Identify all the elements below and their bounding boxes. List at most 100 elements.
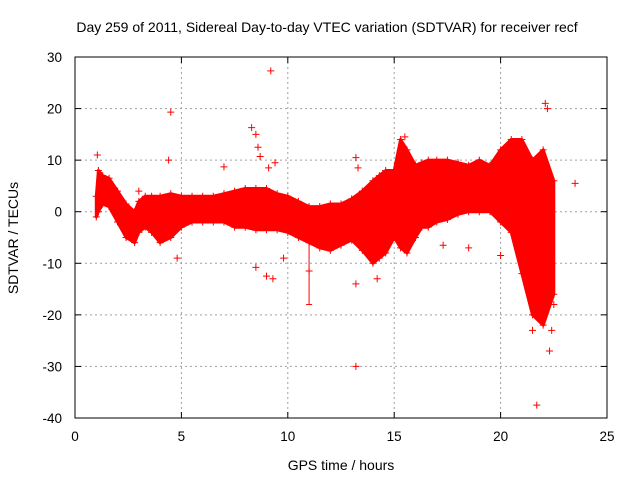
band-edge-marker [135,228,143,236]
outlier-point [548,326,556,334]
band-edge-marker [94,166,102,174]
band-edge-marker [375,172,383,180]
band-edge-marker [284,192,292,200]
outlier-point [352,362,360,370]
outlier-point [263,272,271,280]
band-edge-marker [156,192,164,200]
x-axis-label: GPS time / hours [288,457,395,473]
band-edge-marker [131,239,139,247]
chart-title: Day 259 of 2011, Sidereal Day-to-day VTE… [76,19,577,35]
band-edge-marker [177,192,185,200]
band-edge-marker [263,226,271,234]
outlier-point [173,254,181,262]
band-edge-marker [418,159,426,167]
band-edge-marker [148,192,156,200]
band-edge-marker [369,177,377,185]
band-edge-marker [518,136,526,144]
x-tick-label: 5 [178,429,186,444]
band-edge-marker [539,321,547,329]
band-edge-marker [539,146,547,154]
axis-ticks: 0 5 10 15 20 25 -40 -30 -20 -10 0 10 20 30 [42,50,614,444]
band-edge-marker [358,187,366,195]
band-edge-marker [231,187,239,195]
outlier-point [354,164,362,172]
band-edge-marker [135,197,143,205]
band-edge-marker [348,236,356,244]
band-edge-marker [99,172,107,180]
band-edge-marker [94,208,102,216]
band-edge-marker [231,223,239,231]
band-edge-marker [305,203,313,211]
outlier-point [571,179,579,187]
band-edge-marker [497,218,505,226]
band-edge-marker [177,223,185,231]
band-edge-marker [507,136,515,144]
band-edge-marker [411,161,419,169]
band-edge-marker [475,208,483,216]
band-edge-marker [403,146,411,154]
y-tick-label: -40 [42,411,62,426]
band-edge-marker [424,156,432,164]
band-edge-marker [209,192,217,200]
outlier-point [254,143,262,151]
band-edge-marker [454,210,462,218]
band-edge-marker [148,228,156,236]
outlier-point [269,275,277,283]
band-edge-marker [188,218,196,226]
x-tick-label: 25 [599,429,614,444]
band-edge-marker [209,218,217,226]
band-edge-marker [465,161,473,169]
band-edge-marker [294,234,302,241]
band-edge-marker [316,244,324,252]
band-edge-marker [507,228,515,236]
data-band-envelope [94,138,556,327]
outlier-point [252,130,260,138]
outlier-point [167,108,175,116]
band-edge-marker [252,226,260,234]
outlier-point [220,163,228,171]
band-edge-marker [475,156,483,164]
band-edge-marker [273,226,281,234]
outlier-point [546,347,554,355]
outlier-point [267,67,275,75]
outlier-point [529,326,537,334]
band-edge-marker [382,249,390,257]
outlier-point [271,159,279,167]
band-edge-marker [131,208,139,216]
band-edge-marker [105,203,113,211]
band-edge-marker [326,200,334,208]
band-edge-marker [348,195,356,203]
band-edge-marker [220,218,228,226]
band-edge-marker [550,177,558,185]
band-edge-marker [141,223,149,231]
band-edge-marker [241,185,249,193]
outlier-point [352,280,360,288]
y-tick-label: -20 [42,308,62,323]
band-edge-marker [486,208,494,216]
band-edge-marker [529,156,537,164]
band-edge-marker [418,223,426,231]
band-edge-marker [284,228,292,236]
band-edge-marker [454,159,462,167]
band-edge-marker [375,254,383,262]
band-edge-marker [486,161,494,169]
y-tick-label: 0 [54,205,62,220]
y-tick-label: 10 [47,153,62,168]
band-edge-marker [358,246,366,254]
x-tick-label: 0 [71,429,79,444]
x-tick-label: 10 [280,429,295,444]
outlier-point [543,105,551,113]
outlier-point [165,156,173,164]
band-edge-marker [433,156,441,164]
data-band [94,138,556,327]
outlier-point [93,151,101,159]
band-edge-marker [199,192,207,200]
outlier-point [280,254,288,262]
band-edge-marker [390,166,398,174]
band-edge-marker [337,200,345,208]
band-edge-marker [497,146,505,154]
band-edge-marker [273,190,281,198]
outlier-point [373,275,381,283]
band-edge-marker [122,234,130,241]
